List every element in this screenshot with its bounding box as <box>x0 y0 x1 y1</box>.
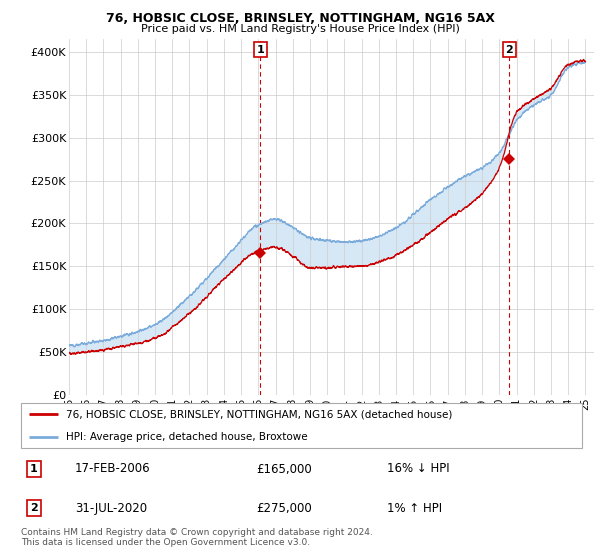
Text: 1: 1 <box>30 464 38 474</box>
Text: Price paid vs. HM Land Registry's House Price Index (HPI): Price paid vs. HM Land Registry's House … <box>140 24 460 34</box>
Text: 2: 2 <box>505 45 513 54</box>
Text: 76, HOBSIC CLOSE, BRINSLEY, NOTTINGHAM, NG16 5AX (detached house): 76, HOBSIC CLOSE, BRINSLEY, NOTTINGHAM, … <box>66 409 452 419</box>
Text: 1% ↑ HPI: 1% ↑ HPI <box>386 502 442 515</box>
Text: 2: 2 <box>30 503 38 513</box>
Text: 1: 1 <box>257 45 264 54</box>
Text: £165,000: £165,000 <box>256 463 312 475</box>
Text: 31-JUL-2020: 31-JUL-2020 <box>75 502 147 515</box>
Text: HPI: Average price, detached house, Broxtowe: HPI: Average price, detached house, Brox… <box>66 432 308 442</box>
Text: Contains HM Land Registry data © Crown copyright and database right 2024.
This d: Contains HM Land Registry data © Crown c… <box>21 528 373 547</box>
Text: £275,000: £275,000 <box>256 502 312 515</box>
FancyBboxPatch shape <box>21 403 582 448</box>
Text: 76, HOBSIC CLOSE, BRINSLEY, NOTTINGHAM, NG16 5AX: 76, HOBSIC CLOSE, BRINSLEY, NOTTINGHAM, … <box>106 12 494 25</box>
Text: 16% ↓ HPI: 16% ↓ HPI <box>386 463 449 475</box>
Text: 17-FEB-2006: 17-FEB-2006 <box>75 463 151 475</box>
